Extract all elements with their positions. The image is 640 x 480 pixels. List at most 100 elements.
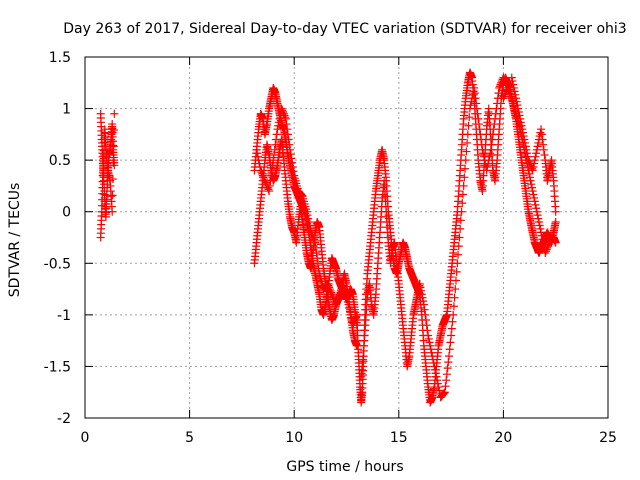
data-point xyxy=(527,180,536,189)
data-point xyxy=(460,173,469,182)
data-point xyxy=(492,104,501,113)
data-point xyxy=(283,125,292,134)
data-point xyxy=(484,159,493,168)
data-point xyxy=(109,126,118,135)
x-tick-label: 25 xyxy=(599,430,617,446)
data-point xyxy=(477,140,486,149)
data-point xyxy=(523,152,532,161)
data-point xyxy=(418,293,427,302)
data-point xyxy=(456,224,465,233)
data-point xyxy=(286,150,295,159)
data-point xyxy=(474,114,483,123)
data-point xyxy=(443,364,452,373)
data-point xyxy=(419,297,428,306)
data-point xyxy=(440,388,449,397)
data-point xyxy=(489,125,498,134)
data-point xyxy=(478,145,487,154)
data-point xyxy=(254,156,263,165)
data-point xyxy=(507,92,516,101)
data-point xyxy=(527,183,536,192)
data-point xyxy=(326,286,335,295)
data-point xyxy=(428,355,437,364)
data-point xyxy=(425,338,434,347)
data-point xyxy=(486,149,495,158)
data-point xyxy=(287,154,296,163)
data-point xyxy=(530,159,539,168)
data-point xyxy=(528,187,537,196)
data-point xyxy=(537,130,546,139)
data-point xyxy=(490,120,499,129)
y-tick-label: -0.5 xyxy=(44,256,71,272)
data-point xyxy=(108,207,117,216)
data-point xyxy=(470,83,479,92)
data-point xyxy=(534,218,543,227)
data-point xyxy=(542,245,551,254)
data-point xyxy=(434,383,443,392)
data-point xyxy=(532,149,541,158)
data-point xyxy=(540,150,549,159)
data-point xyxy=(551,207,560,216)
data-point xyxy=(258,169,267,178)
data-point xyxy=(518,125,527,134)
data-point xyxy=(465,113,474,122)
data-point xyxy=(511,90,520,99)
data-point xyxy=(475,125,484,134)
data-point xyxy=(345,307,354,316)
data-point xyxy=(288,163,297,172)
data-point xyxy=(495,83,504,92)
y-tick-label: 1.5 xyxy=(49,50,71,66)
data-point xyxy=(426,341,435,350)
data-point xyxy=(494,89,503,98)
data-point xyxy=(535,221,544,230)
data-point xyxy=(505,89,514,98)
data-point xyxy=(537,125,546,134)
data-point xyxy=(442,376,451,385)
data-point xyxy=(327,290,336,299)
data-point xyxy=(270,145,279,154)
data-point xyxy=(429,358,438,367)
data-point xyxy=(279,108,288,117)
data-point xyxy=(253,152,262,161)
data-point xyxy=(459,181,468,190)
data-point xyxy=(309,235,318,244)
data-point xyxy=(260,175,269,184)
data-points xyxy=(96,68,560,407)
x-tick-label: 15 xyxy=(390,430,408,446)
data-point xyxy=(449,302,458,311)
data-point xyxy=(334,293,343,302)
data-point xyxy=(421,310,430,319)
data-point xyxy=(541,247,550,256)
data-point xyxy=(456,216,465,225)
data-point xyxy=(538,135,547,144)
data-point xyxy=(323,279,332,288)
data-point xyxy=(256,163,265,172)
data-point xyxy=(463,138,472,147)
data-point xyxy=(281,113,290,122)
data-point xyxy=(263,183,272,192)
data-point xyxy=(458,190,467,199)
data-point xyxy=(284,135,293,144)
data-point xyxy=(453,259,462,268)
data-point xyxy=(272,135,281,144)
data-point xyxy=(273,125,282,134)
data-point xyxy=(303,211,312,220)
data-point xyxy=(467,97,476,106)
x-tick-label: 20 xyxy=(494,430,512,446)
data-point xyxy=(544,242,553,251)
data-point xyxy=(445,345,454,354)
data-point xyxy=(268,161,277,170)
data-point xyxy=(314,264,323,273)
data-point xyxy=(110,109,119,118)
data-point xyxy=(514,108,523,117)
data-point xyxy=(531,200,540,209)
data-point xyxy=(327,288,336,297)
data-point xyxy=(259,173,268,182)
data-point xyxy=(461,156,470,165)
data-point xyxy=(282,120,291,129)
data-point xyxy=(532,145,541,154)
data-point xyxy=(483,163,492,172)
data-point xyxy=(457,207,466,216)
grid xyxy=(85,57,608,418)
data-point xyxy=(485,152,494,161)
